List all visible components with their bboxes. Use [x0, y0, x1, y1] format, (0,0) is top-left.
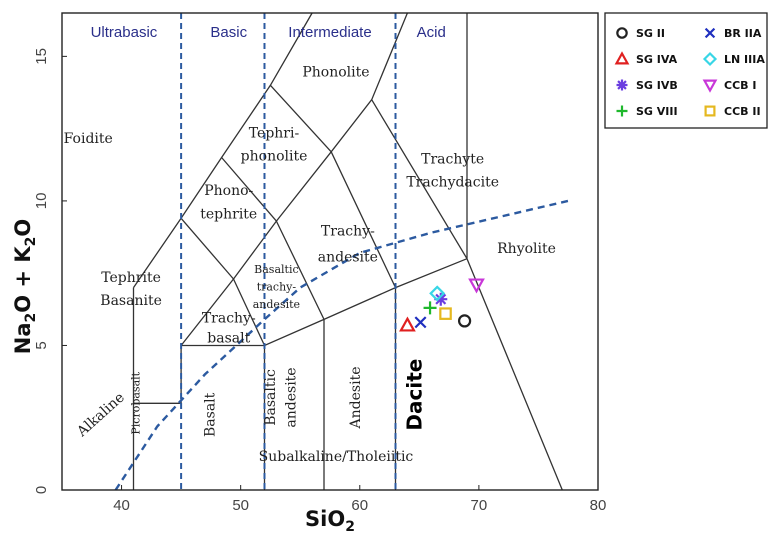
field-label: Basaltic — [254, 263, 298, 276]
field-label: Trachy- — [321, 224, 375, 240]
field-boundary — [180, 12, 409, 346]
legend-label: CCB I — [724, 79, 756, 92]
x-tick-label: 50 — [232, 497, 249, 514]
legend-label: LN IIIA — [724, 53, 765, 66]
field-label: Alkaline — [73, 390, 127, 441]
field-label: Tephrite — [101, 270, 161, 286]
x-axis-title: SiO2 — [305, 507, 355, 535]
legend-marker — [702, 79, 718, 93]
legend-label: BR IIA — [724, 27, 762, 40]
field-label: Subalkaline/Tholeiitic — [259, 449, 414, 465]
field-label: Basanite — [100, 293, 162, 309]
data-point-ccb-i — [468, 278, 485, 294]
data-point-sg-iva — [399, 316, 416, 332]
field-label: phonolite — [241, 148, 308, 164]
data-points — [399, 278, 485, 332]
y-axis-title: Na2O + K2O — [11, 219, 39, 354]
field-boundary — [269, 84, 332, 153]
x-tick-label: 70 — [471, 497, 488, 514]
data-point-ccb-ii — [439, 307, 452, 320]
field-boundary — [180, 217, 234, 280]
plot-frame — [61, 12, 599, 491]
legend-label: SG IVA — [636, 53, 678, 66]
plot-frame-rect — [61, 12, 599, 491]
field-label: Picrobasalt — [129, 371, 142, 434]
field-label: Basaltic — [263, 369, 279, 426]
field-boundary — [330, 151, 397, 288]
legend-box — [604, 12, 768, 129]
division-label: Ultrabasic — [91, 24, 158, 41]
legend-marker — [616, 79, 628, 91]
legend: SG II SG IVA SG IVB SG VIII BR IIA LN IIIA CCB… — [604, 12, 768, 129]
x-tick-label: 80 — [590, 497, 607, 514]
data-point-sg-viii — [423, 301, 437, 315]
field-boundary — [466, 258, 563, 491]
field-label: Rhyolite — [497, 241, 556, 257]
data-point-sg-ivb — [434, 292, 448, 306]
legend-marker — [616, 105, 628, 117]
y-tick-label: 5 — [33, 341, 50, 349]
field-boundary — [232, 278, 266, 346]
data-point-br-iia — [414, 316, 427, 329]
field-boundary — [275, 220, 325, 320]
legend-marker — [702, 51, 718, 67]
legend-label: SG IVB — [636, 79, 678, 92]
data-point-sg-ii — [457, 314, 472, 328]
field-label: andesite — [283, 367, 299, 427]
field-label: andesite — [318, 250, 378, 266]
y-tick-label: 0 — [33, 486, 50, 494]
legend-label: SG II — [636, 27, 665, 40]
y-tick-label: 15 — [33, 48, 50, 65]
field-label: Basalt — [202, 392, 218, 437]
legend-marker — [614, 51, 630, 65]
x-tick-label: 40 — [113, 497, 130, 514]
field-label: Tephri- — [249, 125, 300, 141]
field-label: andesite — [253, 298, 300, 311]
field-label: trachy- — [257, 281, 297, 294]
field-labels: Ultrabasic Basic Intermediate Acid Foidite Ph… — [64, 24, 556, 465]
division-label: Basic — [210, 24, 247, 41]
field-label: basalt — [207, 331, 250, 347]
legend-marker — [704, 27, 716, 39]
x-tick-label: 60 — [351, 497, 368, 514]
field-label: Andesite — [348, 367, 364, 430]
legend-label: SG VIII — [636, 105, 678, 118]
field-label: tephrite — [200, 206, 257, 222]
legend-marker — [704, 105, 716, 117]
field-boundary — [221, 157, 277, 222]
field-label-dacite: Dacite — [403, 359, 427, 431]
field-label: Trachyte — [421, 151, 484, 167]
division-label: Intermediate — [288, 24, 371, 41]
legend-marker — [616, 27, 628, 39]
field-label: Phono- — [204, 183, 253, 199]
y-tick-label: 10 — [33, 193, 50, 210]
alkaline-subalkaline-divider — [114, 199, 569, 491]
field-label: Foidite — [64, 131, 113, 147]
data-point-ln-iiia — [429, 285, 446, 302]
field-label: Trachy- — [202, 310, 256, 326]
field-label: Phonolite — [302, 65, 369, 81]
division-label: Acid — [417, 24, 446, 41]
field-boundary — [371, 99, 468, 260]
field-label: Trachydacite — [406, 174, 499, 190]
legend-label: CCB II — [724, 105, 761, 118]
axis-ticks: 40 50 60 70 80 0 5 10 15 — [33, 48, 606, 514]
